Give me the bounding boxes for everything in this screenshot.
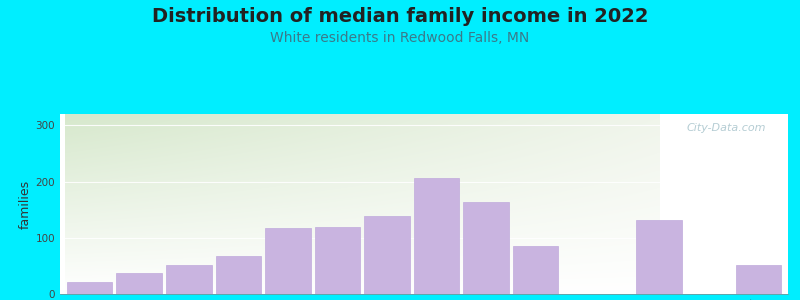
Bar [117,273,162,294]
Bar [67,282,113,294]
Bar [215,256,261,294]
Bar [364,216,410,294]
Bar [166,265,211,294]
Bar [513,246,558,294]
Bar [414,178,459,294]
Y-axis label: families: families [18,179,31,229]
Text: City-Data.com: City-Data.com [686,123,766,133]
Bar [463,202,509,294]
Bar [637,220,682,294]
Bar [735,265,781,294]
Text: White residents in Redwood Falls, MN: White residents in Redwood Falls, MN [270,32,530,46]
Bar [265,228,310,294]
Text: Distribution of median family income in 2022: Distribution of median family income in … [152,8,648,26]
Bar [314,226,360,294]
